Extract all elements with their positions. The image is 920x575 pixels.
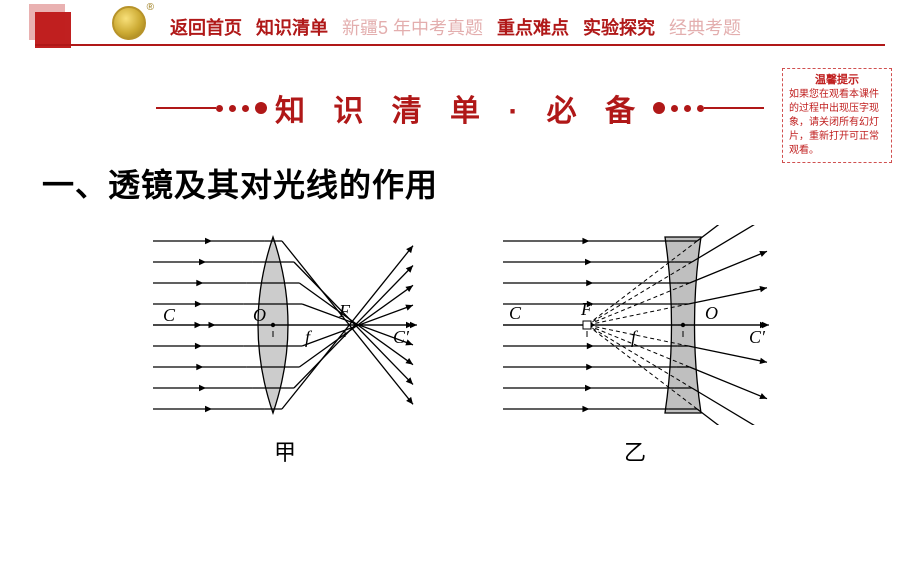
top-nav: 返回首页知识清单新疆5 年中考真题重点难点实验探究经典考题 <box>170 14 741 40</box>
svg-text:O: O <box>253 305 266 325</box>
svg-text:F: F <box>338 301 351 321</box>
tip-body: 如果您在观看本课件的过程中出现压字现象，请关闭所有幻灯片，重新打开可正常观看。 <box>789 88 885 158</box>
concave-label: 乙 <box>624 435 646 467</box>
convex-svg: C O Ff C′ <box>145 225 425 425</box>
diagrams-row: C O Ff C′ 甲 C Ff O C′ 乙 <box>0 225 920 467</box>
svg-text:C′: C′ <box>393 327 410 347</box>
tip-title: 温馨提示 <box>789 73 885 88</box>
banner-line-right <box>704 107 764 109</box>
svg-text:f: f <box>305 327 313 347</box>
nav-item[interactable]: 新疆5 年中考真题 <box>342 14 483 40</box>
nav-item[interactable]: 知识清单 <box>256 14 328 40</box>
concave-svg: C Ff O C′ <box>495 225 775 425</box>
convex-lens-diagram: C O Ff C′ 甲 <box>145 225 425 467</box>
tip-box: 温馨提示 如果您在观看本课件的过程中出现压字现象，请关闭所有幻灯片，重新打开可正… <box>782 68 892 163</box>
convex-label: 甲 <box>274 435 296 467</box>
svg-text:C: C <box>163 305 176 325</box>
brand-block <box>35 12 71 48</box>
svg-text:F: F <box>580 299 593 319</box>
concave-lens-diagram: C Ff O C′ 乙 <box>495 225 775 467</box>
main-heading: 一、透镜及其对光线的作用 <box>42 160 438 206</box>
svg-text:C: C <box>509 303 522 323</box>
svg-text:f: f <box>631 327 639 347</box>
banner-line-left <box>156 107 216 109</box>
nav-item[interactable]: 返回首页 <box>170 14 242 40</box>
nav-item[interactable]: 实验探究 <box>583 14 655 40</box>
nav-divider <box>35 44 885 46</box>
svg-text:C′: C′ <box>749 327 766 347</box>
nav-item[interactable]: 经典考题 <box>669 14 741 40</box>
banner-dots-right <box>653 102 704 114</box>
banner-dots-left <box>216 102 267 114</box>
nav-item[interactable]: 重点难点 <box>497 14 569 40</box>
banner-title: 知 识 清 单 · 必 备 <box>275 86 645 130</box>
brand-logo <box>112 6 146 40</box>
svg-text:O: O <box>705 303 718 323</box>
